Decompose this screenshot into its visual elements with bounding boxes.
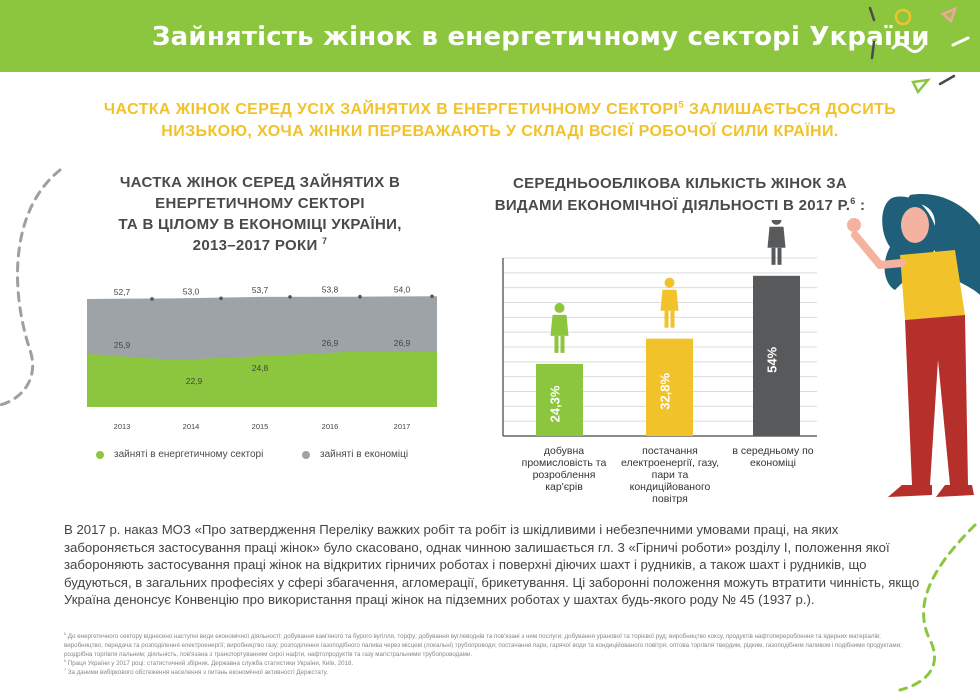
right-chart-footnote-ref: 6 — [850, 196, 856, 206]
economy-point — [288, 295, 292, 299]
right-chart-title: СЕРЕДНЬООБЛІКОВА КІЛЬКІСТЬ ЖІНОК ЗА ВИДА… — [470, 173, 890, 217]
bar-value-label: 32,8% — [658, 372, 673, 409]
woman-icon-body — [660, 289, 679, 311]
page-title: Зайнятість жінок в енергетичному секторі… — [152, 22, 930, 52]
cat1-line4: кар'єрів — [545, 481, 583, 493]
subtitle: ЧАСТКА ЖІНОК СЕРЕД УСІХ ЗАЙНЯТИХ В ЕНЕРГ… — [80, 99, 920, 143]
footnote-7: 7 За даними вибіркового обстеження насел… — [64, 667, 328, 676]
footnote-6: 6 Праця України у 2017 році: статистични… — [64, 658, 354, 667]
woman-icon-body — [550, 314, 569, 336]
cat2-line3: пари та — [651, 469, 689, 481]
woman-icon-body — [767, 226, 786, 248]
x-tick-label: 2014 — [183, 422, 200, 431]
left-chart-title-line3: ТА В ЦІЛОМУ В ЕКОНОМІЦІ УКРАЇНИ, — [118, 216, 402, 233]
subtitle-footnote-ref: 5 — [678, 99, 685, 111]
cat2-line4: кондиційованого — [629, 481, 711, 493]
woman-icon-leg — [554, 335, 559, 353]
cat1-line3: розроблення — [532, 469, 596, 481]
cat2-line5: повітря — [652, 493, 688, 505]
cat2-line1: постачання — [642, 445, 698, 457]
woman-icon-leg — [664, 310, 669, 328]
woman-icon-head — [771, 220, 782, 225]
bar — [536, 363, 583, 436]
economy-point — [150, 297, 154, 301]
left-chart-title-line1: ЧАСТКА ЖІНОК СЕРЕД ЗАЙНЯТИХ В — [119, 174, 401, 191]
dashed-curve-decoration — [0, 168, 62, 407]
x-tick-label: 2017 — [394, 422, 411, 431]
x-tick-label: 2015 — [252, 422, 269, 431]
subtitle-line1-tail: ЗАЛИШАЄТЬСЯ ДОСИТЬ — [684, 101, 897, 118]
legend-energy: зайняті в енергетичному секторі — [96, 449, 263, 460]
woman-icon — [767, 220, 786, 265]
body-paragraph: В 2017 р. наказ МОЗ «Про затвердження Пе… — [64, 522, 920, 607]
footnotes: 5 До енергетичного сектору віднесено нас… — [64, 632, 914, 677]
woman-icon-leg — [560, 335, 565, 353]
bar — [646, 338, 693, 436]
woman-icon — [660, 277, 679, 328]
right-chart-title-tail: : — [855, 197, 866, 214]
woman-icon-head — [554, 302, 565, 313]
woman-icon — [550, 302, 569, 353]
category-label-mining: добувна промисловість та розроблення кар… — [504, 445, 624, 493]
doodle-decoration — [868, 6, 970, 95]
bar-value-label: 54% — [765, 346, 780, 372]
economy-data-label: 54,0 — [394, 284, 411, 294]
economy-point — [430, 294, 434, 299]
cat2-line2: електроенергії, газу, — [620, 457, 720, 469]
energy-data-label: 26,9 — [394, 338, 411, 348]
right-chart-title-line1: СЕРЕДНЬООБЛІКОВА КІЛЬКІСТЬ ЖІНОК ЗА — [512, 175, 848, 192]
x-tick-label: 2013 — [114, 422, 131, 431]
energy-data-label: 25,9 — [114, 340, 131, 350]
legend-economy-swatch — [302, 450, 310, 459]
cat1-line2: промисловість та — [521, 457, 607, 469]
legend-economy-label: зайняті в економіці — [320, 449, 409, 460]
bar — [753, 275, 800, 436]
left-chart-footnote-ref: 7 — [322, 236, 328, 246]
left-chart-title-line2: ЕНЕРГЕТИЧНОМУ СЕКТОРІ — [155, 195, 365, 212]
footnote-5-text: До енергетичного сектору віднесено насту… — [64, 633, 902, 658]
economy-data-label: 53,8 — [322, 285, 339, 295]
bar-chart: 24,3% 32,8% 54% — [502, 220, 817, 437]
header-banner: Зайнятість жінок в енергетичному секторі… — [0, 0, 980, 72]
subtitle-line1: ЧАСТКА ЖІНОК СЕРЕД УСІХ ЗАЙНЯТИХ В ЕНЕРГ… — [103, 101, 679, 118]
category-label-energy-supply: постачання електроенергії, газу, пари та… — [610, 445, 730, 505]
footnote-5: 5 До енергетичного сектору віднесено нас… — [64, 631, 902, 658]
economy-point — [219, 296, 223, 301]
woman-icon-leg — [771, 247, 776, 265]
cat1-line1: добувна — [543, 445, 585, 457]
legend-energy-swatch — [96, 450, 104, 459]
woman-icon-leg — [777, 247, 782, 265]
economy-data-label: 53,0 — [183, 286, 200, 296]
cat3-line2: економіці — [750, 457, 796, 469]
dashed-curve-decoration-2 — [898, 523, 977, 692]
area-energy — [87, 351, 437, 407]
right-chart-title-line2: ВИДАМИ ЕКОНОМІЧНОЇ ДІЯЛЬНОСТІ В 2017 Р. — [494, 197, 851, 214]
economy-data-label: 52,7 — [114, 287, 131, 297]
cat3-line1: в середньому по — [732, 445, 814, 457]
footnote-7-text: За даними вибіркового обстеження населен… — [67, 669, 328, 676]
x-tick-label: 2016 — [322, 422, 339, 431]
woman-illustration — [847, 194, 980, 497]
energy-data-label: 22,9 — [186, 376, 203, 386]
economy-point — [358, 294, 362, 299]
bar-value-label: 24,3% — [548, 385, 563, 422]
energy-data-label: 24,8 — [252, 363, 269, 373]
subtitle-line2: НИЗЬКОЮ, ХОЧА ЖІНКИ ПЕРЕВАЖАЮТЬ У СКЛАДІ… — [161, 123, 839, 140]
left-chart-title: ЧАСТКА ЖІНОК СЕРЕД ЗАЙНЯТИХ В ЕНЕРГЕТИЧН… — [95, 172, 425, 256]
area-chart: 2013 2014 2015 2016 2017 52,7 53,0 53,7 53,8 54,0… — [87, 284, 437, 431]
woman-icon-leg — [670, 310, 675, 328]
legend-energy-label: зайняті в енергетичному секторі — [114, 449, 264, 460]
footnote-6-text: Праця України у 2017 році: статистичний … — [67, 660, 354, 667]
woman-icon-head — [664, 277, 675, 288]
category-label-economy-average: в середньому по економіці — [713, 445, 833, 469]
legend-economy: зайняті в економіці — [302, 449, 408, 460]
energy-data-label: 26,9 — [322, 338, 339, 348]
economy-data-label: 53,7 — [252, 285, 269, 295]
left-chart-title-line4: 2013–2017 РОКИ — [192, 237, 318, 254]
